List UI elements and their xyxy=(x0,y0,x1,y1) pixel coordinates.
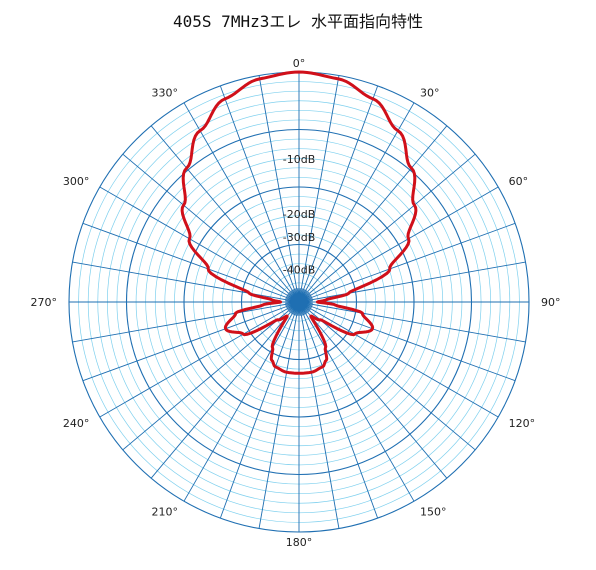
radial-label: -20dB xyxy=(283,208,316,221)
angle-label: 90° xyxy=(541,296,561,309)
grid-spoke xyxy=(219,301,300,519)
grid-spoke xyxy=(298,301,499,418)
grid-spoke xyxy=(82,301,300,382)
grid-spoke xyxy=(122,301,300,451)
angle-label: 150° xyxy=(420,506,447,519)
grid-spoke xyxy=(298,301,516,382)
radial-label: -10dB xyxy=(283,153,316,166)
grid-spoke xyxy=(298,301,476,451)
grid-spoke xyxy=(258,301,300,529)
grid-spoke xyxy=(298,301,415,502)
grid-spoke xyxy=(99,301,300,418)
grid-spoke xyxy=(298,85,379,303)
chart-title: 405S 7MHz3エレ 水平面指向特性 xyxy=(173,12,423,31)
grid-spoke xyxy=(183,102,300,303)
grid-spoke xyxy=(298,186,499,303)
grid-spoke xyxy=(183,301,300,502)
grid-spoke xyxy=(258,75,300,303)
grid-spoke xyxy=(219,85,300,303)
grid-spoke xyxy=(99,186,300,303)
grid-spoke xyxy=(298,153,476,303)
angle-label: 240° xyxy=(63,417,90,430)
angle-label: 60° xyxy=(509,175,528,188)
grid-spoke xyxy=(298,301,448,479)
angle-labels: 0° 30° 60° 90° 120° 150° 180° 210° 240° 270° 300° 3… xyxy=(31,57,561,549)
grid-spoke xyxy=(150,301,300,479)
grid-spoke xyxy=(298,222,516,303)
radial-label: -40dB xyxy=(283,263,316,276)
pattern-layer xyxy=(180,70,418,375)
grid-spoke xyxy=(298,301,526,343)
grid-spoke xyxy=(298,301,340,529)
angle-label: 0° xyxy=(293,57,306,70)
angle-label: 270° xyxy=(31,296,58,309)
angle-label: 180° xyxy=(286,536,313,549)
angle-label: 210° xyxy=(152,506,179,519)
grid-spoke xyxy=(72,301,300,343)
center-dot xyxy=(290,293,308,311)
grid-spoke xyxy=(298,301,379,519)
radial-labels: -10dB -20dB -30dB -40dB xyxy=(283,153,316,276)
grid-spoke xyxy=(82,222,300,303)
pattern-series xyxy=(180,70,418,375)
grid-spoke xyxy=(150,125,300,303)
grid-spoke xyxy=(122,153,300,303)
grid-spoke xyxy=(298,75,340,303)
angle-label: 30° xyxy=(420,86,440,99)
angle-label: 120° xyxy=(509,417,535,430)
grid-spoke xyxy=(298,102,415,303)
polar-grid xyxy=(68,71,530,533)
grid-spoke xyxy=(298,261,526,303)
grid-spoke xyxy=(72,261,300,303)
grid-spoke xyxy=(298,125,448,303)
radial-label: -30dB xyxy=(283,231,316,244)
angle-label: 300° xyxy=(63,175,90,188)
angle-label: 330° xyxy=(152,86,179,99)
